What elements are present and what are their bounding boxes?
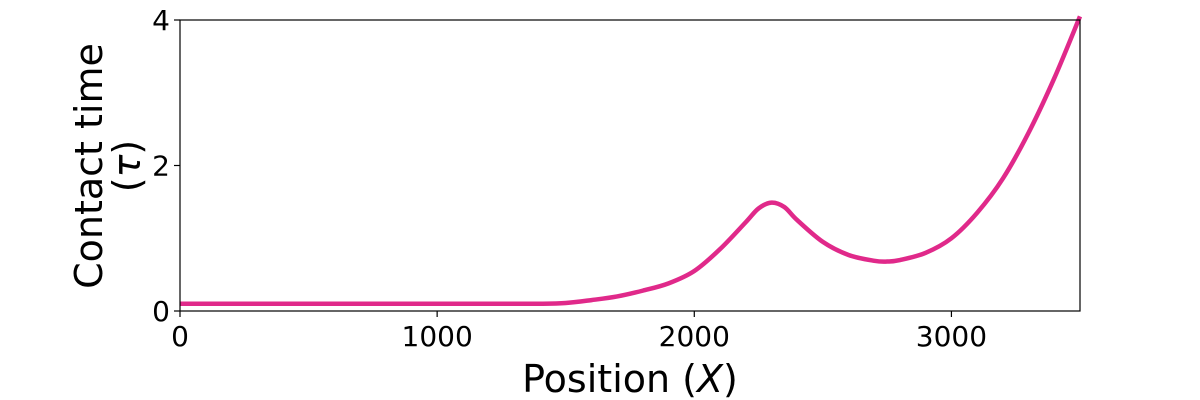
plot-area [179, 15, 1083, 312]
y-axis-title-line-2: (τ) [105, 140, 149, 193]
y-tick-label: 4 [152, 4, 170, 37]
plot-frame [179, 19, 1081, 312]
series-line-contact-time [179, 15, 1083, 307]
x-tick-label: 1000 [402, 320, 473, 353]
y-tick-label: 0 [152, 295, 170, 328]
x-tick-label: 2000 [659, 320, 730, 353]
y-tick-label: 2 [152, 150, 170, 183]
y-axis-title-line-1: Contact time [67, 43, 111, 289]
x-axis-title: Position (X) [522, 357, 738, 400]
y-axis-title: Contact time (τ) [67, 43, 149, 289]
x-tick-label: 3000 [916, 320, 987, 353]
y-axis: 0 2 4 [152, 4, 180, 328]
x-axis: 0 1000 2000 3000 [171, 311, 987, 353]
x-tick-label: 0 [171, 320, 189, 353]
